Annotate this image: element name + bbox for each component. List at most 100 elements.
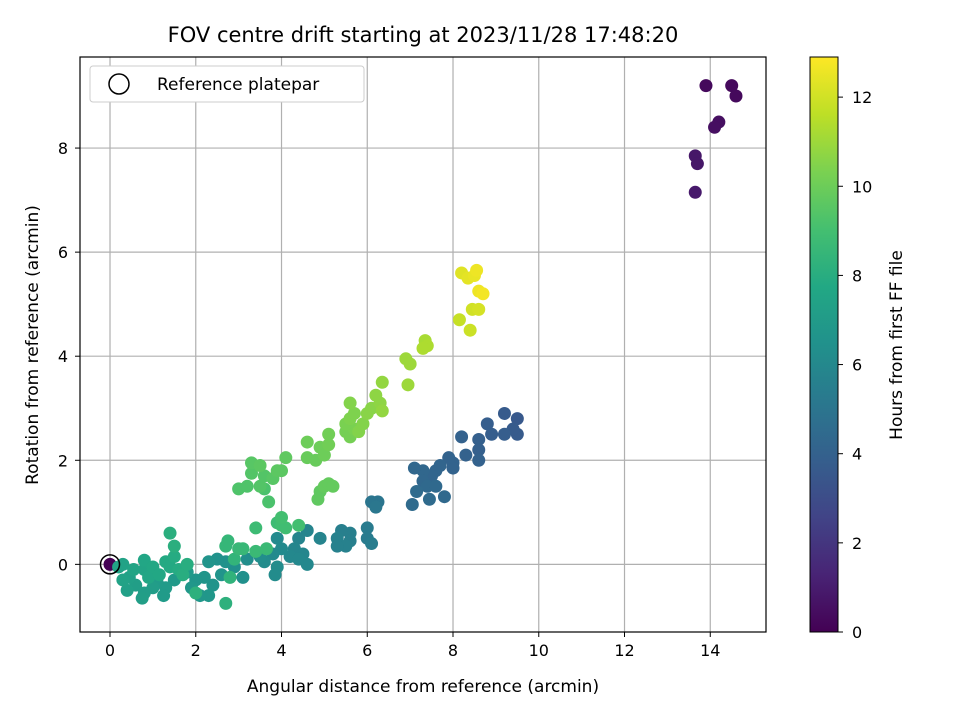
- y-tick-label: 2: [58, 451, 68, 470]
- data-point: [476, 287, 490, 301]
- x-tick-label: 12: [614, 641, 634, 660]
- x-axis-ticks: 0 2 4 6 8 10 12 14: [105, 632, 720, 660]
- data-point: [688, 185, 702, 199]
- reference-point-marker: [99, 554, 121, 575]
- colorbar-tick-label: 2: [852, 534, 862, 553]
- data-point: [497, 427, 511, 441]
- data-point: [455, 430, 469, 444]
- data-point: [365, 537, 379, 551]
- data-point: [202, 555, 216, 569]
- data-point: [142, 570, 156, 584]
- x-tick-label: 0: [105, 641, 115, 660]
- chart-title: FOV centre drift starting at 2023/11/28 …: [168, 23, 679, 47]
- data-point: [343, 396, 357, 410]
- data-point: [219, 596, 233, 610]
- colorbar-tick-label: 4: [852, 445, 862, 464]
- data-point: [690, 157, 704, 171]
- x-axis-label: Angular distance from reference (arcmin): [247, 677, 599, 697]
- data-point: [322, 438, 336, 452]
- data-point: [452, 313, 466, 327]
- colorbar-tick-label: 0: [852, 623, 862, 642]
- data-point: [253, 479, 267, 493]
- colorbar-tick-label: 6: [852, 356, 862, 375]
- data-point: [313, 531, 327, 545]
- y-tick-label: 4: [58, 347, 68, 366]
- data-point: [180, 557, 194, 571]
- legend-label-reference: Reference platepar: [157, 75, 319, 95]
- x-tick-label: 2: [191, 641, 201, 660]
- data-point: [480, 417, 494, 431]
- grid-lines: [80, 57, 766, 632]
- data-point: [463, 323, 477, 337]
- data-point: [176, 568, 190, 582]
- data-point: [369, 500, 383, 514]
- data-point: [725, 79, 739, 93]
- colorbar-label: Hours from first FF file: [887, 250, 907, 440]
- data-point: [157, 589, 171, 603]
- data-point: [375, 404, 389, 418]
- data-point: [446, 461, 460, 475]
- data-point: [485, 427, 499, 441]
- data-point: [221, 534, 235, 548]
- data-point: [116, 573, 130, 587]
- data-point: [422, 492, 436, 506]
- data-point: [245, 466, 258, 480]
- data-point: [442, 451, 456, 465]
- data-point: [236, 570, 250, 584]
- legend: Reference platepar: [89, 65, 365, 103]
- data-point: [249, 544, 263, 558]
- data-point: [470, 263, 484, 277]
- data-point: [270, 531, 284, 545]
- data-point: [167, 539, 181, 553]
- data-point: [275, 511, 289, 525]
- data-point: [472, 453, 486, 467]
- data-points: [103, 79, 743, 610]
- data-point: [206, 578, 220, 592]
- data-point: [472, 432, 486, 446]
- data-point: [375, 375, 389, 389]
- x-tick-label: 6: [362, 641, 372, 660]
- data-point: [253, 458, 267, 472]
- data-point: [360, 521, 374, 535]
- y-tick-label: 0: [58, 555, 68, 574]
- data-point: [407, 461, 421, 475]
- data-point: [227, 552, 241, 566]
- reference-marker: [99, 554, 121, 575]
- data-point: [356, 417, 370, 431]
- data-point: [260, 542, 274, 556]
- data-point: [326, 479, 340, 493]
- data-point: [268, 568, 282, 582]
- data-point: [322, 427, 336, 441]
- data-point: [459, 448, 473, 462]
- data-point: [275, 464, 289, 478]
- data-point: [292, 531, 306, 545]
- data-point: [429, 479, 443, 493]
- data-point: [403, 357, 417, 371]
- data-point: [236, 542, 250, 556]
- data-point: [152, 568, 166, 582]
- colorbar-ticks: 0 2 4 6 8 10 12: [838, 88, 872, 642]
- data-point: [300, 557, 314, 571]
- data-point: [167, 550, 181, 564]
- data-point: [416, 341, 430, 355]
- data-point: [347, 406, 361, 420]
- data-point: [189, 586, 203, 600]
- colorbar: 0 2 4 6 8 10 12 Hours from first FF file: [809, 56, 907, 642]
- data-point: [120, 583, 134, 597]
- data-point: [292, 518, 306, 532]
- legend-marker-reference: [108, 73, 130, 95]
- data-point: [510, 412, 524, 426]
- data-point: [437, 490, 451, 504]
- data-point: [163, 526, 177, 540]
- data-point: [330, 539, 344, 553]
- data-point: [279, 521, 293, 535]
- y-tick-label: 8: [58, 139, 68, 158]
- colorbar-tick-label: 8: [852, 266, 862, 285]
- data-point: [410, 485, 424, 499]
- x-tick-label: 8: [448, 641, 458, 660]
- data-point: [497, 406, 511, 420]
- colorbar-gradient: [809, 56, 839, 633]
- colorbar-tick-label: 10: [852, 177, 872, 196]
- data-point: [249, 521, 263, 535]
